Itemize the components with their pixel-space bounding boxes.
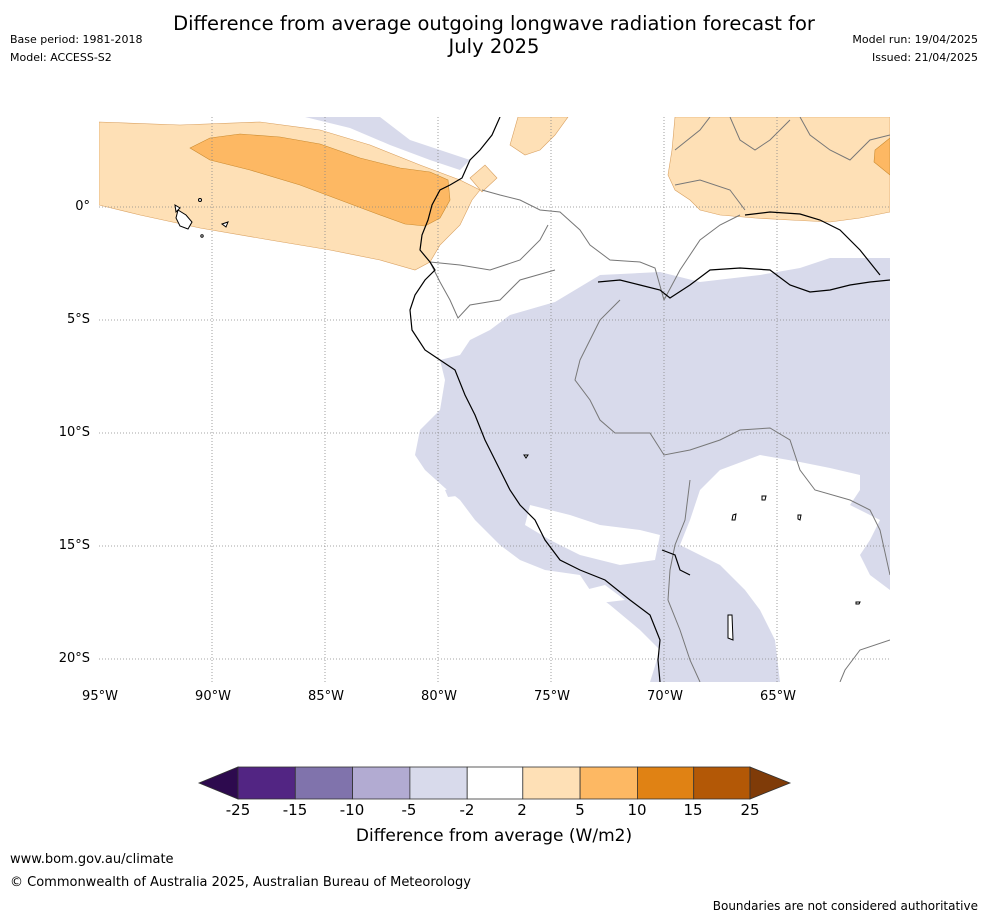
colorbar-tick: -2 bbox=[459, 801, 475, 819]
colorbar-tick: -25 bbox=[225, 801, 251, 819]
model-run: Model run: 19/04/2025 bbox=[852, 33, 978, 46]
colorbar bbox=[197, 766, 792, 800]
colorbar-extend-high bbox=[749, 766, 792, 800]
coastline bbox=[409, 117, 890, 682]
map-title: Difference from average outgoing longwav… bbox=[0, 12, 988, 58]
lon-label: 70°W bbox=[647, 689, 683, 704]
negative-anomaly-edge bbox=[850, 470, 890, 590]
lon-label: 85°W bbox=[308, 689, 344, 704]
colorbar-tick: 25 bbox=[740, 801, 760, 819]
negative-anomaly-strip bbox=[305, 117, 470, 170]
map-area bbox=[99, 117, 890, 682]
colorbar-tick: -5 bbox=[401, 801, 417, 819]
meta-right: Model run: 19/04/2025 Issued: 21/04/2025 bbox=[852, 31, 978, 67]
colorbar-tick: -15 bbox=[282, 801, 308, 819]
colorbar-bin bbox=[693, 766, 751, 800]
positive-anomaly-north bbox=[667, 117, 890, 223]
colorbar-bin bbox=[237, 766, 296, 800]
colorbar-tick: -10 bbox=[339, 801, 365, 819]
galapagos-islands bbox=[174, 198, 229, 238]
lat-label: 20°S bbox=[58, 651, 90, 666]
positive-anomaly-core bbox=[189, 133, 451, 227]
lon-label: 75°W bbox=[534, 689, 570, 704]
lat-label: 15°S bbox=[58, 538, 90, 553]
lon-label: 90°W bbox=[195, 689, 231, 704]
lon-label: 80°W bbox=[421, 689, 457, 704]
colorbar-tick: 15 bbox=[683, 801, 703, 819]
positive-anomaly-panama bbox=[469, 164, 498, 193]
footer-disclaimer: Boundaries are not considered authoritat… bbox=[712, 899, 978, 913]
issued-date: Issued: 21/04/2025 bbox=[871, 51, 978, 64]
lon-label: 95°W bbox=[82, 689, 118, 704]
colorbar-bin bbox=[637, 766, 695, 800]
colorbar-bin bbox=[522, 766, 581, 800]
lat-label: 5°S bbox=[66, 312, 90, 327]
negative-anomaly-small bbox=[445, 485, 465, 497]
meta-left: Base period: 1981-2018 Model: ACCESS-S2 bbox=[10, 31, 142, 67]
negative-anomaly-region bbox=[415, 258, 890, 682]
lakes bbox=[523, 454, 861, 641]
gridlines bbox=[99, 117, 890, 682]
lat-label: 10°S bbox=[58, 425, 90, 440]
lon-label: 65°W bbox=[760, 689, 796, 704]
country-borders bbox=[429, 117, 890, 682]
footer-copyright: © Commonwealth of Australia 2025, Austra… bbox=[10, 875, 471, 890]
colorbar-bin bbox=[579, 766, 638, 800]
footer-url: www.bom.gov.au/climate bbox=[10, 852, 174, 867]
title-line-1: Difference from average outgoing longwav… bbox=[173, 12, 815, 35]
neutral-hole bbox=[525, 505, 660, 565]
colorbar-tick: 2 bbox=[517, 801, 527, 819]
colorbar-tick: 10 bbox=[627, 801, 647, 819]
colorbar-bin bbox=[294, 766, 353, 800]
colorbar-tick: 5 bbox=[575, 801, 585, 819]
neutral-hole-2 bbox=[585, 585, 625, 603]
positive-anomaly-core-east bbox=[873, 137, 890, 176]
base-period: Base period: 1981-2018 bbox=[10, 33, 143, 46]
colorbar-bin bbox=[466, 766, 524, 800]
positive-anomaly-caribbean bbox=[509, 117, 569, 156]
colorbar-bin bbox=[352, 766, 411, 800]
model-name: Model: ACCESS-S2 bbox=[10, 51, 112, 64]
colorbar-title: Difference from average (W/m2) bbox=[355, 826, 633, 846]
colorbar-bin bbox=[409, 766, 468, 800]
title-line-2: July 2025 bbox=[448, 35, 540, 58]
lat-label: 0° bbox=[75, 199, 90, 214]
colorbar-extend-low bbox=[197, 766, 239, 800]
positive-anomaly-pacific bbox=[99, 121, 481, 271]
